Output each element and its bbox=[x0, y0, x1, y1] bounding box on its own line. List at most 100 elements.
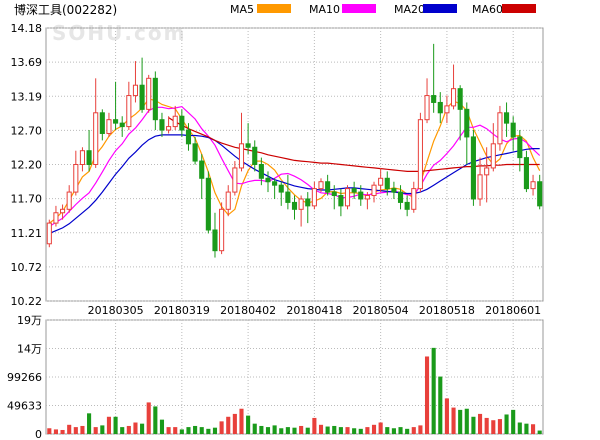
candle-body bbox=[139, 84, 145, 110]
volume-bar bbox=[120, 427, 125, 434]
candle-body bbox=[437, 101, 443, 114]
volume-axis: 19万 14万 99266 49633 0 bbox=[7, 314, 42, 440]
volume-bar bbox=[212, 427, 218, 434]
legend-ma10-swatch bbox=[342, 4, 376, 13]
legend: MA5 MA10 MA20 MA60 bbox=[230, 3, 536, 16]
candle-body bbox=[351, 188, 357, 193]
volume-bar bbox=[60, 429, 65, 434]
candle-body bbox=[344, 188, 351, 207]
date-tick-label: 20180418 bbox=[286, 304, 342, 317]
candle-body bbox=[113, 119, 119, 124]
candle-body bbox=[252, 146, 258, 165]
price-tick-label: 13.19 bbox=[11, 90, 43, 103]
volume-bar bbox=[292, 427, 297, 434]
price-tick-label: 12.70 bbox=[11, 124, 43, 137]
price-tick-label: 10.72 bbox=[11, 261, 43, 274]
ma60-line bbox=[168, 117, 540, 172]
candle-body bbox=[358, 191, 364, 200]
candle-body bbox=[503, 112, 510, 124]
volume-bar bbox=[53, 429, 58, 434]
volume-bar bbox=[232, 413, 237, 434]
price-tick-label: 13.69 bbox=[11, 56, 43, 69]
candle-body bbox=[384, 177, 390, 190]
candle-body bbox=[60, 208, 66, 214]
volume-bar bbox=[537, 430, 542, 434]
price-tick-label: 10.22 bbox=[11, 295, 43, 308]
volume-bar bbox=[312, 417, 317, 434]
volume-bar bbox=[471, 416, 476, 434]
candle-body bbox=[258, 164, 264, 179]
candle-body bbox=[497, 112, 503, 145]
date-axis: 20180305 20180319 20180402 20180418 20180504… bbox=[88, 304, 542, 317]
volume-bar bbox=[318, 424, 324, 434]
volume-bar bbox=[511, 409, 516, 434]
volume-bar bbox=[305, 427, 310, 434]
volume-bar bbox=[338, 427, 343, 434]
volume-bar bbox=[186, 427, 191, 434]
volume-bar bbox=[100, 425, 105, 434]
candle-body bbox=[73, 164, 79, 193]
candle-body bbox=[470, 136, 476, 200]
volume-bar bbox=[332, 425, 337, 434]
candle-body bbox=[79, 150, 86, 166]
volume-bar bbox=[246, 415, 251, 434]
volume-bar bbox=[259, 425, 264, 434]
candle-body bbox=[450, 88, 457, 107]
legend-ma60-swatch bbox=[502, 4, 536, 13]
volume-bar bbox=[199, 427, 204, 434]
date-tick-label: 20180601 bbox=[485, 304, 541, 317]
candle-body bbox=[517, 136, 523, 159]
candle-body bbox=[464, 108, 470, 138]
legend-ma60-label: MA60 bbox=[472, 3, 503, 16]
candle-body bbox=[417, 119, 423, 190]
candle-body bbox=[46, 222, 52, 245]
volume-tick-label: 19万 bbox=[17, 314, 42, 327]
candle-body bbox=[285, 191, 291, 203]
candle-body bbox=[219, 208, 225, 252]
candle-body bbox=[298, 198, 304, 210]
candle-body bbox=[444, 105, 450, 114]
candle-body bbox=[311, 188, 317, 207]
candle-body bbox=[318, 181, 324, 190]
volume-bar bbox=[153, 406, 158, 434]
volume-bar bbox=[451, 407, 456, 434]
volume-bar bbox=[497, 419, 502, 434]
volume-tick-label: 99266 bbox=[7, 371, 42, 384]
candle-body bbox=[172, 115, 178, 128]
date-tick-label: 20180504 bbox=[353, 304, 409, 317]
price-tick-label: 14.18 bbox=[11, 22, 43, 35]
volume-bar bbox=[345, 427, 350, 434]
volume-bar bbox=[206, 428, 211, 434]
date-tick-label: 20180319 bbox=[154, 304, 210, 317]
candle-body bbox=[66, 191, 72, 210]
candle-body bbox=[199, 160, 205, 179]
volume-bar bbox=[285, 427, 290, 434]
volume-bar bbox=[517, 422, 522, 434]
volume-bar bbox=[458, 409, 463, 434]
volume-bar bbox=[484, 417, 489, 434]
volume-bar bbox=[424, 356, 430, 434]
candle-body bbox=[192, 143, 198, 162]
candle-body bbox=[510, 122, 516, 138]
price-tick-label: 12.20 bbox=[11, 159, 43, 172]
volume-bar bbox=[504, 414, 509, 434]
candle-body bbox=[106, 119, 112, 134]
legend-ma10-label: MA10 bbox=[309, 3, 340, 16]
candle-body bbox=[225, 191, 231, 210]
volume-bar bbox=[279, 428, 284, 434]
volume-bar bbox=[325, 426, 330, 434]
volume-bar bbox=[491, 420, 496, 434]
volume-bar bbox=[252, 423, 257, 434]
legend-ma20-swatch bbox=[423, 4, 457, 13]
price-axis: 14.18 13.69 13.19 12.70 12.20 11.70 11.21 10.72… bbox=[11, 22, 43, 308]
volume-tick-label: 14万 bbox=[17, 343, 42, 356]
volume-bar bbox=[93, 427, 98, 434]
volume-bar bbox=[166, 427, 171, 434]
volume-bar bbox=[173, 427, 178, 434]
candle-body bbox=[232, 167, 238, 193]
candle-body bbox=[338, 195, 344, 207]
volume-bar bbox=[464, 408, 469, 434]
price-frame bbox=[45, 27, 544, 302]
candle-body bbox=[126, 95, 132, 128]
candle-body bbox=[205, 177, 211, 231]
